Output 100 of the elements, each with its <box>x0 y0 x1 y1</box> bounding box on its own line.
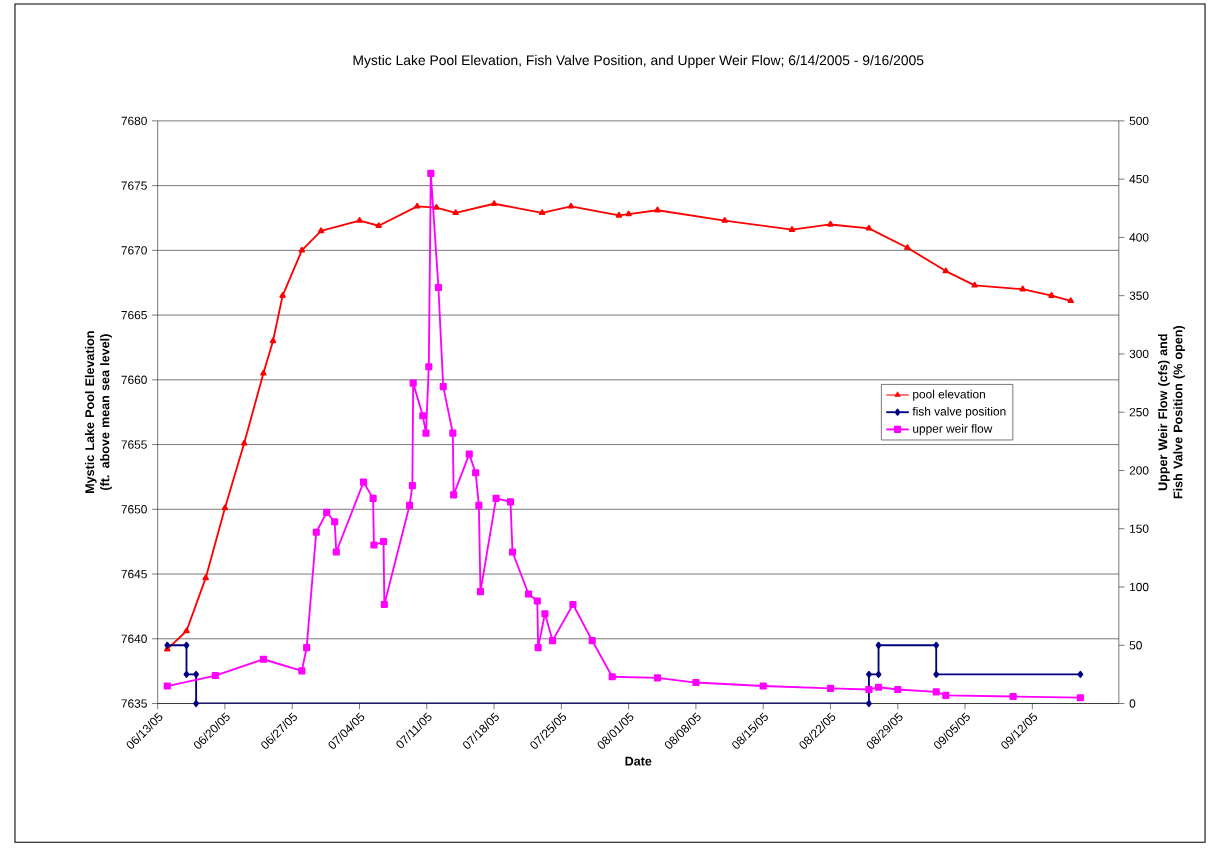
y-tick-label: 7645 <box>121 569 147 579</box>
y-tick-label: 7640 <box>121 634 147 643</box>
point <box>865 224 873 231</box>
point <box>312 528 320 536</box>
point <box>653 674 662 682</box>
y-axis-title: Mystic Lake Pool Elevation (ft. above mean sea level) <box>84 331 112 493</box>
point <box>211 671 219 680</box>
point <box>279 292 286 298</box>
point <box>865 685 873 694</box>
point <box>450 491 458 499</box>
legend-label: upper weir flow <box>913 424 993 436</box>
point <box>331 518 339 526</box>
y-tick-label: 7680 <box>121 116 147 126</box>
point <box>465 450 473 458</box>
point <box>534 643 542 652</box>
point <box>202 574 209 581</box>
point <box>193 699 200 708</box>
point <box>406 501 414 509</box>
y2-tick-label: 250 <box>1129 407 1149 417</box>
y-tick-label: 7660 <box>121 375 147 384</box>
point <box>625 210 632 217</box>
point <box>221 504 229 511</box>
point <box>1009 692 1017 701</box>
y2-tick-label: 400 <box>1129 233 1149 242</box>
point <box>933 641 940 649</box>
point <box>323 508 331 516</box>
x-axis-title: Date <box>625 756 652 766</box>
point <box>759 682 767 690</box>
point <box>721 216 728 223</box>
y-tick-label: 7665 <box>121 310 147 320</box>
point <box>569 600 577 608</box>
y-tick-label: 7670 <box>121 246 147 255</box>
point <box>1077 670 1084 678</box>
point <box>866 670 872 678</box>
point <box>692 678 700 687</box>
chart-title: Mystic Lake Pool Elevation, Fish Valve Position, and Upper Weir Flow; 6/14/2005 - 9/16/2005 <box>353 54 924 68</box>
point <box>933 670 940 678</box>
y-tick-label: 7675 <box>121 181 147 190</box>
point <box>788 226 796 232</box>
point <box>183 670 190 678</box>
y2-tick-label: 0 <box>1129 699 1136 708</box>
point <box>654 206 661 213</box>
y2-tick-label: 150 <box>1130 524 1149 533</box>
point <box>904 244 911 250</box>
point <box>588 636 596 645</box>
point <box>425 363 433 371</box>
y2-axis-title: Upper Weir Flow (cfs) and Fish Valve Position (% open) <box>1158 325 1185 499</box>
point <box>413 202 421 209</box>
point <box>379 537 388 546</box>
point <box>317 227 325 234</box>
point <box>433 204 440 210</box>
point <box>971 281 978 288</box>
y-tick-label: 7650 <box>121 505 147 514</box>
point <box>524 590 533 598</box>
point <box>408 482 416 490</box>
point <box>439 382 447 391</box>
point <box>269 337 277 344</box>
legend-label: pool elevation <box>913 389 985 401</box>
point <box>826 684 835 692</box>
point <box>508 548 517 556</box>
point <box>183 641 190 649</box>
point <box>472 469 480 477</box>
point <box>298 667 306 675</box>
y2-tick-label: 200 <box>1129 466 1149 475</box>
point <box>548 636 557 645</box>
point <box>419 412 427 420</box>
point <box>475 501 483 509</box>
point <box>375 222 382 228</box>
y2-tick-label: 500 <box>1129 116 1149 126</box>
point <box>369 494 377 502</box>
y2-tick-label: 300 <box>1129 349 1149 359</box>
point <box>827 220 834 227</box>
point <box>567 202 575 209</box>
legend-label: fish valve position <box>912 406 1006 418</box>
point <box>240 439 248 446</box>
point <box>422 429 430 437</box>
point <box>874 683 883 691</box>
point <box>875 641 882 649</box>
point <box>449 429 457 437</box>
y2-tick-label: 100 <box>1130 582 1149 592</box>
point <box>259 655 267 663</box>
point <box>183 627 190 634</box>
point <box>1048 292 1055 298</box>
point <box>506 498 515 506</box>
point <box>193 670 200 678</box>
y-tick-label: 7635 <box>121 699 147 708</box>
point <box>942 267 950 274</box>
y2-tick-label: 450 <box>1129 174 1149 184</box>
point <box>260 369 267 376</box>
y2-tick-label: 350 <box>1129 291 1149 300</box>
y-tick-label: 7655 <box>121 440 147 449</box>
point <box>541 610 549 618</box>
point <box>875 670 882 678</box>
point <box>409 379 417 387</box>
point <box>942 691 950 699</box>
point <box>370 541 378 549</box>
point <box>894 685 902 694</box>
point <box>452 209 459 216</box>
point <box>356 216 363 223</box>
point <box>359 478 368 486</box>
